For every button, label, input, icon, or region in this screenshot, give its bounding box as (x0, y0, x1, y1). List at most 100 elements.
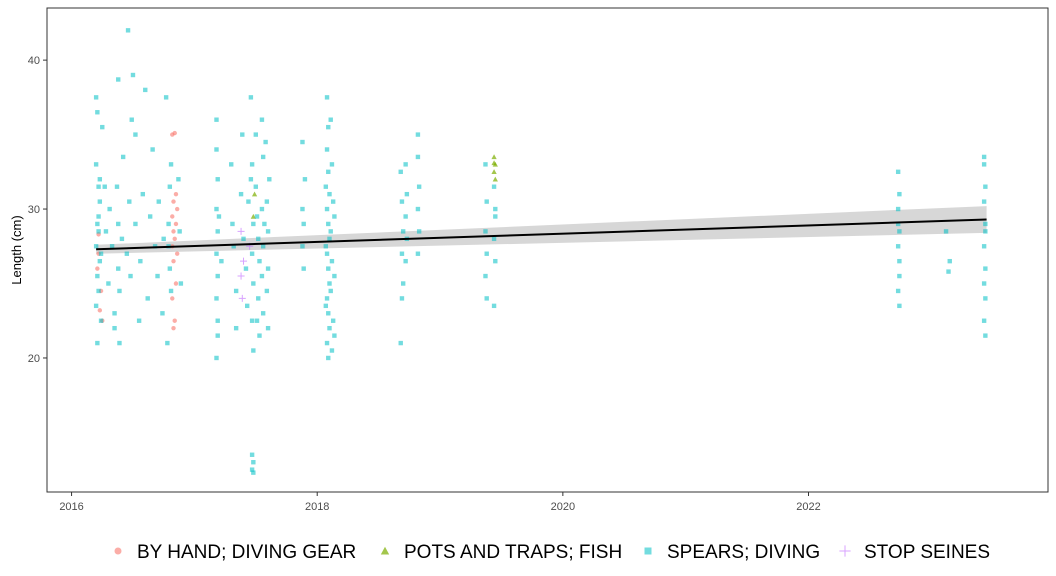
data-point-series-2 (147, 214, 153, 219)
data-point-series-2 (95, 221, 100, 227)
data-point-series-0 (97, 308, 103, 313)
data-point-series-2 (895, 206, 901, 212)
data-point-series-2 (324, 95, 330, 100)
data-point-series-2 (143, 87, 148, 93)
data-point-series-2 (229, 162, 234, 167)
x-tick-label: 2020 (551, 501, 575, 513)
data-point-series-1 (251, 191, 258, 197)
data-point-series-2 (127, 199, 132, 204)
data-point-series-1 (491, 154, 497, 160)
data-point-series-2 (167, 266, 173, 271)
data-point-series-2 (251, 348, 256, 353)
data-point-series-2 (248, 177, 254, 182)
data-point-series-2 (245, 303, 250, 309)
data-point-series-2 (97, 199, 103, 204)
data-point-series-2 (160, 311, 165, 316)
data-point-series-2 (215, 177, 220, 182)
data-point-series-2 (403, 162, 408, 167)
data-point-series-2 (96, 184, 101, 189)
legend-key-circle (114, 547, 122, 555)
data-point-series-2 (177, 229, 182, 234)
data-point-series-2 (249, 467, 255, 472)
data-point-series-2 (946, 269, 951, 274)
data-point-series-2 (403, 258, 408, 264)
data-point-series-2 (241, 236, 246, 242)
data-point-series-2 (947, 258, 952, 264)
data-point-series-0 (171, 199, 176, 204)
legend-label: SPEARS; DIVING (667, 542, 820, 563)
data-point-series-2 (249, 318, 255, 323)
data-point-series-2 (215, 318, 220, 323)
data-point-series-2 (116, 266, 121, 271)
data-point-series-2 (265, 325, 271, 331)
data-point-series-2 (215, 273, 220, 279)
data-point-series-2 (156, 199, 161, 204)
data-point-series-2 (166, 221, 171, 227)
data-point-series-2 (155, 273, 160, 279)
data-point-series-2 (897, 273, 902, 279)
data-point-series-2 (125, 28, 131, 33)
data-point-series-2 (112, 325, 117, 331)
data-point-series-2 (416, 184, 422, 189)
data-point-series-2 (256, 236, 261, 242)
data-point-series-2 (233, 288, 239, 294)
legend-label: BY HAND; DIVING GEAR (137, 542, 356, 563)
plot-panel-border (46, 7, 1049, 493)
data-point-series-0 (173, 221, 179, 227)
data-point-series-0 (171, 325, 176, 331)
data-point-series-2 (254, 214, 260, 219)
data-point-series-2 (130, 72, 136, 78)
data-point-series-2 (95, 340, 100, 346)
data-point-series-2 (251, 470, 256, 475)
data-point-series-2 (491, 184, 497, 189)
data-point-series-2 (328, 229, 333, 234)
data-point-series-2 (264, 199, 270, 204)
data-point-series-2 (214, 251, 219, 256)
data-point-series-2 (168, 162, 174, 167)
data-point-series-2 (251, 460, 256, 465)
data-point-series-2 (897, 229, 902, 234)
data-point-series-3 (237, 227, 245, 235)
data-point-series-2 (163, 95, 169, 100)
data-point-series-2 (329, 258, 335, 264)
data-point-series-2 (398, 169, 403, 175)
data-point-series-2 (95, 273, 100, 279)
data-point-series-2 (328, 117, 333, 122)
data-point-series-2 (897, 258, 902, 264)
data-point-series-2 (400, 229, 406, 234)
data-point-series-0 (172, 318, 177, 323)
data-point-series-2 (96, 288, 101, 294)
data-point-series-2 (332, 273, 337, 279)
legend-label: STOP SEINES (864, 542, 990, 563)
data-point-series-2 (323, 184, 329, 189)
data-point-series-2 (133, 221, 138, 227)
data-point-series-2 (257, 333, 262, 338)
data-point-series-2 (238, 191, 244, 197)
data-point-series-2 (895, 244, 901, 249)
data-point-series-2 (983, 296, 988, 301)
confidence-band-layer (96, 206, 987, 254)
data-point-series-2 (165, 340, 170, 346)
data-point-series-2 (302, 177, 308, 182)
data-point-series-2 (138, 258, 143, 264)
data-point-series-2 (416, 229, 422, 234)
data-point-series-2 (152, 244, 158, 249)
y-axis-title: Length (cm) (9, 215, 24, 284)
data-point-series-2 (330, 318, 336, 323)
data-point-series-2 (112, 311, 117, 316)
trend-line (96, 218, 987, 251)
data-point-series-2 (897, 303, 902, 309)
data-point-series-2 (260, 311, 266, 316)
data-point-series-2 (493, 206, 498, 212)
data-point-series-2 (332, 333, 337, 338)
data-point-series-0 (170, 214, 175, 219)
data-point-series-2 (98, 251, 104, 256)
data-point-series-2 (983, 229, 988, 234)
data-point-series-2 (330, 199, 336, 204)
trend-line-layer (96, 218, 987, 251)
data-point-series-2 (264, 288, 270, 294)
data-point-series-2 (136, 318, 142, 323)
data-point-series-2 (301, 221, 306, 227)
data-point-series-2 (119, 236, 125, 242)
data-point-series-2 (983, 184, 988, 189)
